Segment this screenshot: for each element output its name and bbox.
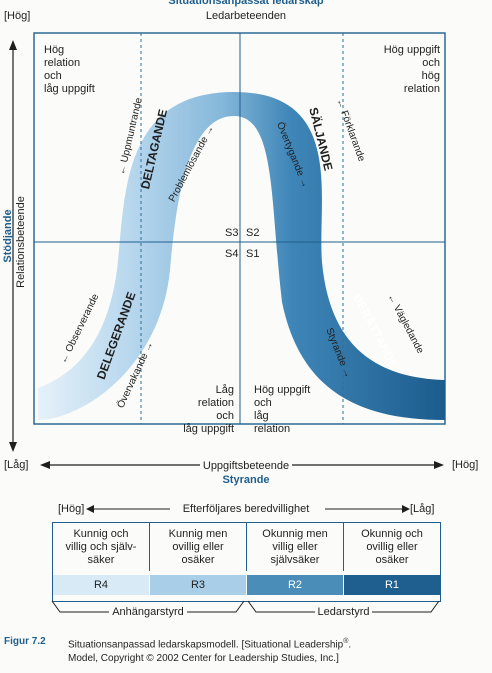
readiness-title: Efterföljares beredvillighet [182, 503, 310, 515]
readiness-divider-2 [246, 523, 247, 571]
tl-line-4: låg uppgift [44, 83, 95, 95]
quadrant-bottom-left-text: Låg relation och låg uppgift [150, 384, 234, 436]
tr-line-2: och [422, 57, 440, 69]
group-label-wrap-left: Anhängarstyrd [52, 606, 244, 619]
group-label-wrap-right: Ledarstyrd [248, 606, 439, 619]
x-axis-low-label: [Låg] [4, 459, 29, 471]
y-axis-sub-label: Relationsbeteende [15, 196, 27, 288]
r4-line-2: villig och själv- [65, 540, 137, 553]
r2-line-1: Okunnig men [262, 527, 328, 540]
r1-line-1: Okunnig och [361, 527, 423, 540]
readiness-cell-r2: Okunnig men villig eller självsäker [247, 523, 343, 571]
readiness-bar-r3: R3 [150, 575, 246, 595]
r3-line-1: Kunnig men [168, 527, 228, 540]
tr-line-3: hög [421, 70, 440, 82]
readiness-cell-r4: Kunnig och villig och själv-säker [53, 523, 149, 571]
caption-line-2: Model, Copyright © 2002 Center for Leade… [68, 653, 339, 664]
readiness-bar-r4: R4 [53, 575, 149, 595]
y-axis-arrow-up [9, 40, 17, 50]
quadrant-bottom-right-text: Hög uppgift och låg relation [254, 384, 344, 436]
readiness-bar-r2: R2 [247, 575, 343, 595]
caption-registered: ® [343, 638, 349, 645]
r3-level: R3 [190, 579, 206, 591]
group-anhangarstyrd: Anhängarstyrd [109, 606, 187, 618]
y-axis-main-label: Stödjande [2, 209, 14, 262]
tl-line-2: relation [44, 57, 81, 69]
bl-line-3: och [216, 410, 234, 422]
tr-line-1: Hög uppgift [383, 44, 440, 56]
quadrant-s3: S3 [225, 227, 238, 239]
y-axis-arrow-down [9, 442, 17, 452]
r2-line-3: självsäker [270, 553, 320, 566]
br-line-4: relation [254, 423, 291, 435]
r4-line-1: Kunnig och [73, 527, 129, 540]
readiness-divider-3 [343, 523, 344, 571]
diagram-title: Situationsanpassat ledarskap [168, 0, 324, 7]
caption-line-1-end: . [348, 639, 352, 651]
quadrant-s1: S1 [246, 248, 259, 260]
r2-level: R2 [287, 579, 303, 591]
readiness-cell-r1: Okunnig och ovillig eller osäker [344, 523, 440, 571]
tl-line-1: Hög [44, 44, 65, 56]
quadrant-top-right-text: Hög uppgift och hög relation [350, 44, 440, 96]
readiness-arrow-right-head [402, 505, 410, 513]
quadrant-s4: S4 [225, 248, 238, 260]
readiness-table: Kunnig och villig och själv-säker Kunnig … [52, 522, 441, 602]
br-line-2: och [254, 397, 272, 409]
readiness-high-label: [Hög] [58, 503, 85, 515]
r2-line-2: villig eller [272, 540, 318, 553]
r3-line-3: osäker [181, 553, 215, 566]
r1-line-2: ovillig eller [366, 540, 418, 553]
br-line-3: låg [254, 410, 269, 422]
r1-line-3: osäker [375, 553, 409, 566]
bl-line-1: Låg [215, 384, 234, 396]
x-axis-high-label: [Hög] [452, 459, 479, 471]
caption-line-1-text: Situationsanpassad ledarskapsmodell. [Si… [68, 639, 344, 651]
tl-line-3: och [44, 70, 62, 82]
br-line-1: Hög uppgift [254, 384, 311, 396]
readiness-bar-r1: R1 [344, 575, 440, 595]
r4-level: R4 [93, 579, 109, 591]
readiness-divider-1 [149, 523, 150, 571]
readiness-low-label: [Låg] [410, 503, 435, 515]
quadrant-s2: S2 [246, 227, 259, 239]
r1-level: R1 [384, 579, 400, 591]
x-axis-arrow-right [434, 461, 444, 469]
caption-line-1: Situationsanpassad ledarskapsmodell. [Si… [68, 636, 488, 651]
leadership-diagram: DELTAGANDE SÄLJANDE DELEGERANDE BERÄTTAN… [2, 32, 446, 469]
bl-line-4: låg uppgift [183, 423, 234, 435]
quadrant-top-left-text: Hög relation och låg uppgift [44, 44, 134, 96]
label-forklarande: ← Förklarande [334, 97, 367, 163]
x-axis-arrow-left [40, 461, 50, 469]
bl-line-2: relation [197, 397, 234, 409]
r3-line-2: ovillig eller [172, 540, 224, 553]
diagram-subtitle: Ledarbeteenden [205, 10, 287, 22]
readiness-arrow-left-head [86, 505, 94, 513]
caption-label: Figur 7.2 [4, 636, 46, 647]
r4-line-3: säker [87, 553, 115, 566]
tr-line-4: relation [403, 83, 440, 95]
group-ledarstyrd: Ledarstyrd [314, 606, 373, 618]
readiness-arrow [86, 505, 410, 513]
y-axis-top-label: [Hög] [4, 10, 31, 22]
x-axis-sub-label: Styrande [222, 474, 270, 486]
leadership-curve-band [38, 92, 445, 420]
readiness-cell-r3: Kunnig men ovillig eller osäker [150, 523, 246, 571]
